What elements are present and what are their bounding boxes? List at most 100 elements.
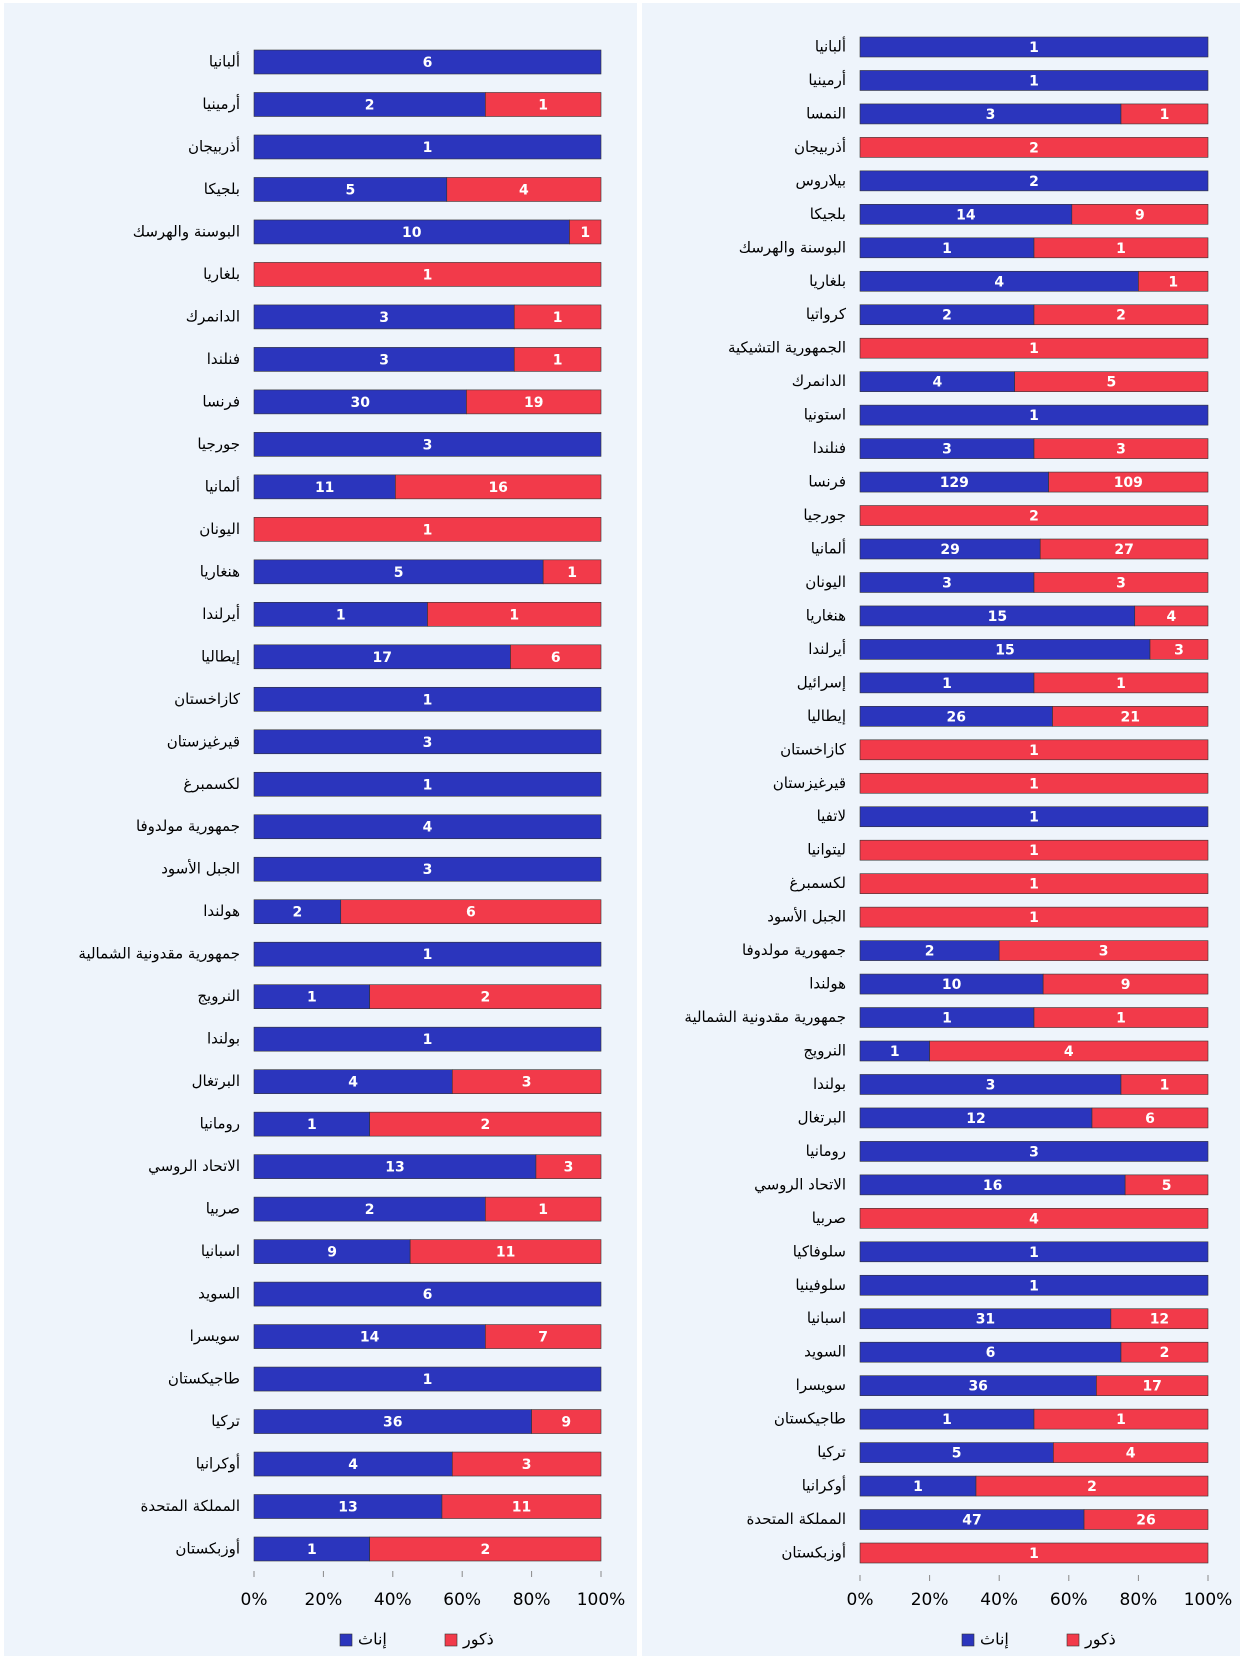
bar-segment	[535, 1154, 602, 1179]
value-label: 1	[336, 607, 346, 623]
value-label: 19	[524, 395, 543, 411]
category-label: السويد	[804, 1343, 846, 1361]
category-label: تركيا	[211, 1412, 240, 1430]
value-label: 2	[1087, 1479, 1097, 1495]
bar-segment	[253, 177, 448, 202]
value-label: 1	[1116, 1412, 1126, 1428]
value-label: 129	[940, 475, 969, 491]
value-label: 1	[942, 676, 952, 692]
category-label: النرويج	[803, 1042, 846, 1060]
category-label: الاتحاد الروسي	[148, 1157, 240, 1176]
value-label: 10	[402, 225, 422, 241]
bar-segment	[253, 1409, 532, 1434]
category-label: رومانيا	[806, 1142, 846, 1160]
bar-segment	[975, 1475, 1209, 1497]
bar-segment	[1014, 371, 1209, 392]
category-label: صربيا	[812, 1209, 846, 1227]
value-label: 14	[360, 1330, 380, 1346]
value-label: 47	[962, 1513, 981, 1529]
category-label: أذربيجان	[794, 137, 846, 156]
value-label: 2	[293, 905, 303, 921]
bar-segment	[441, 1494, 602, 1519]
value-label: 13	[338, 1500, 357, 1516]
category-label: بلغاريا	[203, 265, 240, 283]
value-label: 3	[986, 1077, 996, 1093]
bar-segment	[1053, 1442, 1209, 1463]
category-label: الدانمرك	[186, 307, 240, 325]
bar-segment	[1091, 1107, 1209, 1129]
bar-segment	[859, 404, 1209, 426]
value-label: 3	[942, 442, 952, 458]
value-label: 1	[1029, 408, 1039, 424]
bar-segment	[409, 1239, 602, 1264]
bar-segment	[253, 1026, 602, 1052]
value-label: 1	[580, 225, 590, 241]
bar-segment	[369, 984, 602, 1009]
value-label: 5	[1106, 375, 1116, 391]
bar-segment	[253, 347, 515, 372]
bar-segment	[513, 347, 602, 372]
value-label: 2	[1116, 308, 1126, 324]
value-label: 27	[1114, 542, 1133, 558]
value-label: 31	[976, 1312, 995, 1328]
category-label: إيطاليا	[807, 707, 846, 725]
value-label: 4	[932, 375, 942, 391]
value-label: 9	[327, 1245, 337, 1261]
x-tick-label: 80%	[1120, 1590, 1158, 1610]
value-label: 29	[940, 542, 959, 558]
value-label: 6	[423, 55, 433, 71]
value-label: 14	[956, 207, 976, 223]
category-label: هنغاريا	[806, 606, 846, 624]
category-label: استونيا	[804, 406, 846, 424]
bar-segment	[1042, 973, 1209, 995]
value-label: 1	[553, 352, 563, 368]
value-label: 6	[423, 1287, 433, 1303]
value-label: 4	[423, 820, 433, 836]
category-label: بلجيكا	[204, 180, 240, 198]
value-label: 3	[379, 352, 389, 368]
value-label: 1	[423, 140, 433, 156]
bar-segment	[253, 134, 602, 160]
bar-segment	[451, 1451, 602, 1477]
value-label: 4	[994, 274, 1004, 290]
bar-segment	[859, 739, 1209, 761]
category-label: ألبانيا	[209, 52, 240, 71]
bar-segment	[446, 177, 602, 202]
value-label: 3	[986, 107, 996, 123]
value-label: 6	[986, 1345, 996, 1361]
category-label: لاتفيا	[817, 807, 846, 825]
value-label: 12	[966, 1111, 985, 1127]
bar-segment	[253, 1069, 453, 1094]
bar-segment	[253, 729, 602, 755]
value-label: 1	[1029, 810, 1039, 826]
category-label: سلوفينيا	[795, 1276, 846, 1294]
legend-label: إناث	[358, 1630, 387, 1649]
value-label: 12	[1150, 1312, 1169, 1328]
bar-segment	[253, 1239, 411, 1264]
x-tick-label: 60%	[1050, 1590, 1088, 1610]
value-label: 2	[1160, 1345, 1170, 1361]
bar-segment	[531, 1409, 602, 1434]
bar-segment	[369, 1536, 602, 1562]
bar-segment	[1048, 471, 1209, 493]
category-label: لكسمبرغ	[183, 775, 240, 793]
value-label: 3	[1174, 642, 1184, 658]
value-label: 1	[1116, 676, 1126, 692]
x-tick-label: 20%	[305, 1590, 343, 1610]
x-tick-label: 80%	[513, 1590, 551, 1610]
x-tick-label: 60%	[443, 1590, 481, 1610]
bar-segment	[253, 49, 602, 75]
value-label: 2	[1029, 174, 1039, 190]
bar-segment	[253, 856, 602, 882]
value-label: 1	[307, 990, 317, 1006]
bar-segment	[1033, 237, 1209, 259]
bar-segment	[253, 1324, 486, 1349]
x-tick-label: 40%	[374, 1590, 412, 1610]
value-label: 15	[988, 609, 1007, 625]
category-label: إسرائيل	[797, 673, 846, 691]
bar-segment	[1039, 538, 1209, 560]
bar-segment	[253, 1366, 602, 1392]
value-label: 2	[480, 990, 490, 1006]
value-label: 10	[942, 977, 962, 993]
